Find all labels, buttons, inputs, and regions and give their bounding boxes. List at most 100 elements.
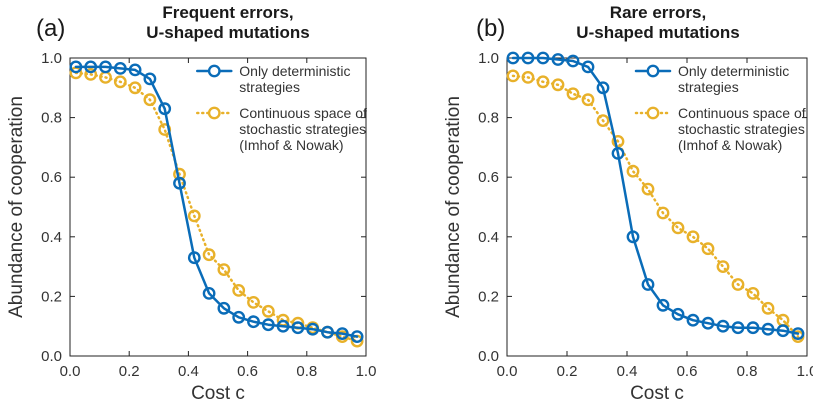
series-line [511,56,800,335]
legend-entry-text: strategies [239,79,300,95]
legend-entry-text: Only deterministic [239,63,350,79]
data-point [701,242,715,256]
data-point [232,283,246,297]
chart-title-line: U-shaped mutations [576,23,739,42]
data-point [143,93,157,107]
data-point [521,51,535,65]
data-point [173,176,186,190]
panel-label: (b) [476,15,505,42]
x-tick-label: 0.4 [617,363,638,380]
y-tick-label: 0.8 [478,110,499,127]
x-tick-label: 0.2 [119,363,140,380]
data-point [731,278,745,291]
data-point [551,53,565,66]
x-tick-label: 0.0 [60,363,81,380]
data-point [276,319,290,333]
x-tick-label: 0.6 [677,363,698,380]
y-tick-label: 0.0 [478,348,499,365]
y-tick-label: 0.8 [41,110,62,127]
data-point [217,301,231,315]
x-tick-label: 0.6 [237,363,258,380]
data-point [521,71,535,84]
y-tick-label: 1.0 [41,50,62,67]
data-point [791,327,805,340]
y-axis-label: Abundance of cooperation [6,96,27,318]
legend-swatch-marker [207,64,221,78]
legend-entry-text: (Imhof & Nowak) [239,137,343,153]
data-point [232,310,246,324]
legend-entry-text: strategies [678,79,739,95]
data-point [566,54,580,68]
data-point [291,321,305,335]
data-point [596,81,610,95]
data-point [746,321,760,335]
data-point [581,60,595,74]
data-point [261,318,275,332]
chart-title-line: Frequent errors, [162,3,293,22]
data-point [716,319,730,333]
data-point [536,75,550,89]
y-tick-label: 0.4 [41,229,62,246]
data-point [69,60,83,74]
x-tick-label: 0.0 [497,363,518,380]
series-line [511,74,800,338]
x-tick-label: 0.8 [737,363,758,380]
data-point [776,324,790,338]
data-point [158,102,172,116]
plot-area-frame [69,57,367,357]
data-point [99,60,112,74]
chart-panel-a: (a) Frequent errors,U-shaped mutations 0.0… [6,3,376,404]
series-line [74,71,359,343]
x-axis-label: Cost c [191,383,245,404]
x-tick-label: 0.2 [557,363,578,380]
data-point [581,93,595,107]
legend-entry-text: stochastic strategies [239,121,366,137]
y-tick-label: 0.2 [478,288,499,305]
data-point [143,72,157,86]
legend-swatch-marker [207,106,221,120]
chart-title-line: Rare errors, [610,3,706,22]
data-point [611,146,625,160]
data-point [701,316,715,330]
x-tick-label: 1.0 [356,363,377,380]
data-point [84,68,98,81]
data-point [128,81,142,95]
series-stochastic [69,66,364,348]
legend-entry-text: stochastic strategies [678,121,805,137]
data-point [506,51,520,65]
legend-entry-text: Only deterministic [678,63,789,79]
data-point [686,313,700,327]
panel-label: (a) [36,15,65,42]
y-tick-label: 0.4 [478,229,499,246]
data-point [335,327,349,340]
data-point [84,60,98,74]
data-point [641,278,655,291]
data-point [761,301,775,315]
series-line [74,65,359,338]
y-tick-label: 0.2 [41,288,62,305]
legend-entry-text: Continuous space of [678,105,806,121]
data-point [626,164,640,178]
data-point [776,313,790,327]
legend-entry-text: (Imhof & Nowak) [678,137,782,153]
x-tick-label: 0.8 [296,363,317,380]
data-point [731,321,745,335]
x-tick-label: 1.0 [797,363,813,380]
legend-entry-text: Continuous space of [239,105,367,121]
data-point [113,62,127,75]
data-point [626,230,640,244]
data-point [671,307,685,321]
data-point [187,209,201,223]
data-point [536,51,550,65]
y-tick-label: 1.0 [478,50,499,67]
x-axis-label: Cost c [630,383,684,404]
data-point [247,295,260,309]
data-point [128,63,142,77]
data-point [350,330,364,343]
plot-area-frame [506,57,808,357]
data-point [716,260,730,273]
data-point [611,134,625,148]
